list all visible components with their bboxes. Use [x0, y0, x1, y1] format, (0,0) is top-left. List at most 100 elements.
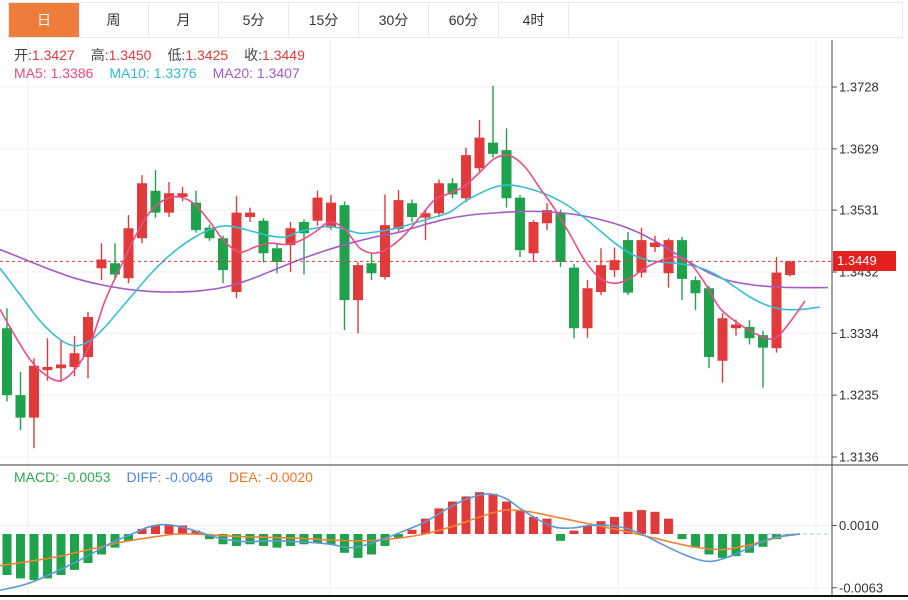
macd-histogram-bar	[340, 534, 349, 553]
macd-axis-label: 0.0010	[839, 518, 879, 533]
tab-week[interactable]: 周	[79, 3, 149, 37]
candle-body	[690, 280, 701, 294]
candle-body	[2, 328, 12, 396]
candle-body	[366, 263, 377, 274]
macd-histogram-bar	[326, 534, 336, 545]
candle-body	[96, 259, 107, 269]
tab-60min[interactable]: 60分	[429, 3, 499, 37]
price-axis-label: 1.3531	[839, 203, 879, 218]
macd-histogram-bar	[70, 534, 79, 570]
tab-day[interactable]: 日	[9, 3, 79, 37]
macd-histogram-bar	[502, 501, 511, 534]
candle-body	[434, 183, 444, 214]
macd-histogram-bar	[83, 534, 93, 564]
candle-body	[704, 288, 714, 357]
candle-body	[474, 137, 485, 169]
candle-body	[744, 327, 755, 339]
candle-body	[42, 367, 53, 371]
tab-15min[interactable]: 15分	[289, 3, 359, 37]
macd-histogram-bar	[434, 508, 444, 534]
macd-histogram-bar	[2, 534, 12, 575]
candle-body	[15, 395, 26, 418]
candle-body	[245, 212, 255, 217]
macd-histogram-bar	[164, 524, 174, 534]
candle-body	[420, 213, 431, 218]
macd-histogram-bar	[286, 534, 295, 546]
candle-body	[272, 248, 282, 262]
macd-histogram-bar	[407, 529, 417, 534]
macd-histogram-bar	[245, 534, 255, 545]
candle-body	[515, 197, 525, 251]
candle-body	[218, 238, 228, 271]
candle-body	[69, 353, 80, 367]
macd-histogram-bar	[691, 534, 700, 548]
macd-histogram-bar	[731, 534, 741, 557]
macd-histogram-bar	[367, 534, 376, 555]
tab-5min[interactable]: 5分	[219, 3, 289, 37]
candle-body	[326, 202, 336, 228]
macd-histogram-bar	[259, 534, 268, 546]
candle-body	[717, 318, 728, 361]
macd-histogram-bar	[637, 510, 646, 534]
macd-histogram-bar	[650, 511, 660, 534]
candle-body	[636, 240, 647, 273]
candle-body	[110, 263, 120, 275]
candle-body	[569, 267, 579, 329]
macd-histogram-bar	[623, 511, 633, 534]
tab-30min[interactable]: 30分	[359, 3, 429, 37]
macd-histogram-bar	[29, 534, 39, 581]
candle-body	[407, 203, 417, 217]
price-axis-label: 1.3629	[839, 141, 879, 156]
candle-body	[137, 183, 147, 239]
macd-histogram-bar	[475, 492, 484, 534]
macd-histogram-bar	[137, 528, 147, 534]
candle-body	[461, 155, 471, 199]
candle-body	[177, 193, 188, 197]
tab-month[interactable]: 月	[149, 3, 219, 37]
macd-histogram-bar	[677, 534, 687, 540]
candle-body	[623, 240, 633, 293]
macd-histogram-bar	[151, 525, 160, 534]
macd-histogram-bar	[124, 534, 133, 541]
macd-histogram-bar	[178, 525, 187, 534]
candle-body	[650, 242, 660, 247]
macd-histogram-bar	[515, 510, 525, 534]
macd-histogram-bar	[56, 534, 66, 575]
price-axis-label: 1.3334	[839, 326, 879, 341]
candle-body	[123, 228, 134, 279]
candle-body	[393, 200, 404, 229]
macd-histogram-bar	[205, 534, 214, 540]
candle-body	[758, 335, 768, 348]
macd-histogram-bar	[704, 534, 714, 555]
macd-histogram-bar	[569, 530, 579, 534]
candle-body	[83, 317, 93, 357]
macd-histogram-bar	[97, 534, 106, 555]
candle-body	[731, 324, 741, 329]
macd-histogram-bar	[421, 518, 430, 534]
candle-body	[231, 212, 242, 292]
candle-body	[29, 365, 39, 418]
macd-histogram-bar	[583, 525, 592, 534]
macd-histogram-bar	[43, 534, 52, 579]
tab-4hour[interactable]: 4时	[499, 3, 569, 37]
macd-histogram-bar	[758, 534, 768, 547]
macd-histogram-bar	[232, 534, 241, 546]
macd-histogram-bar	[16, 534, 25, 579]
macd-histogram-bar	[313, 534, 322, 543]
price-axis-label: 1.3136	[839, 450, 879, 465]
macd-histogram-bar	[529, 516, 538, 534]
candle-body	[380, 225, 390, 277]
candle-body	[771, 272, 782, 349]
candle-body	[663, 240, 674, 274]
candle-body	[204, 227, 215, 239]
price-axis-label: 1.3728	[839, 80, 879, 95]
candle-body	[555, 213, 566, 262]
macd-histogram-bar	[191, 530, 201, 534]
macd-histogram-bar	[745, 534, 754, 553]
candle-body	[56, 364, 66, 369]
candle-body	[353, 265, 363, 301]
candle-body	[528, 222, 539, 254]
current-price-badge: 1.3449	[833, 251, 896, 271]
candle-body	[164, 193, 174, 213]
